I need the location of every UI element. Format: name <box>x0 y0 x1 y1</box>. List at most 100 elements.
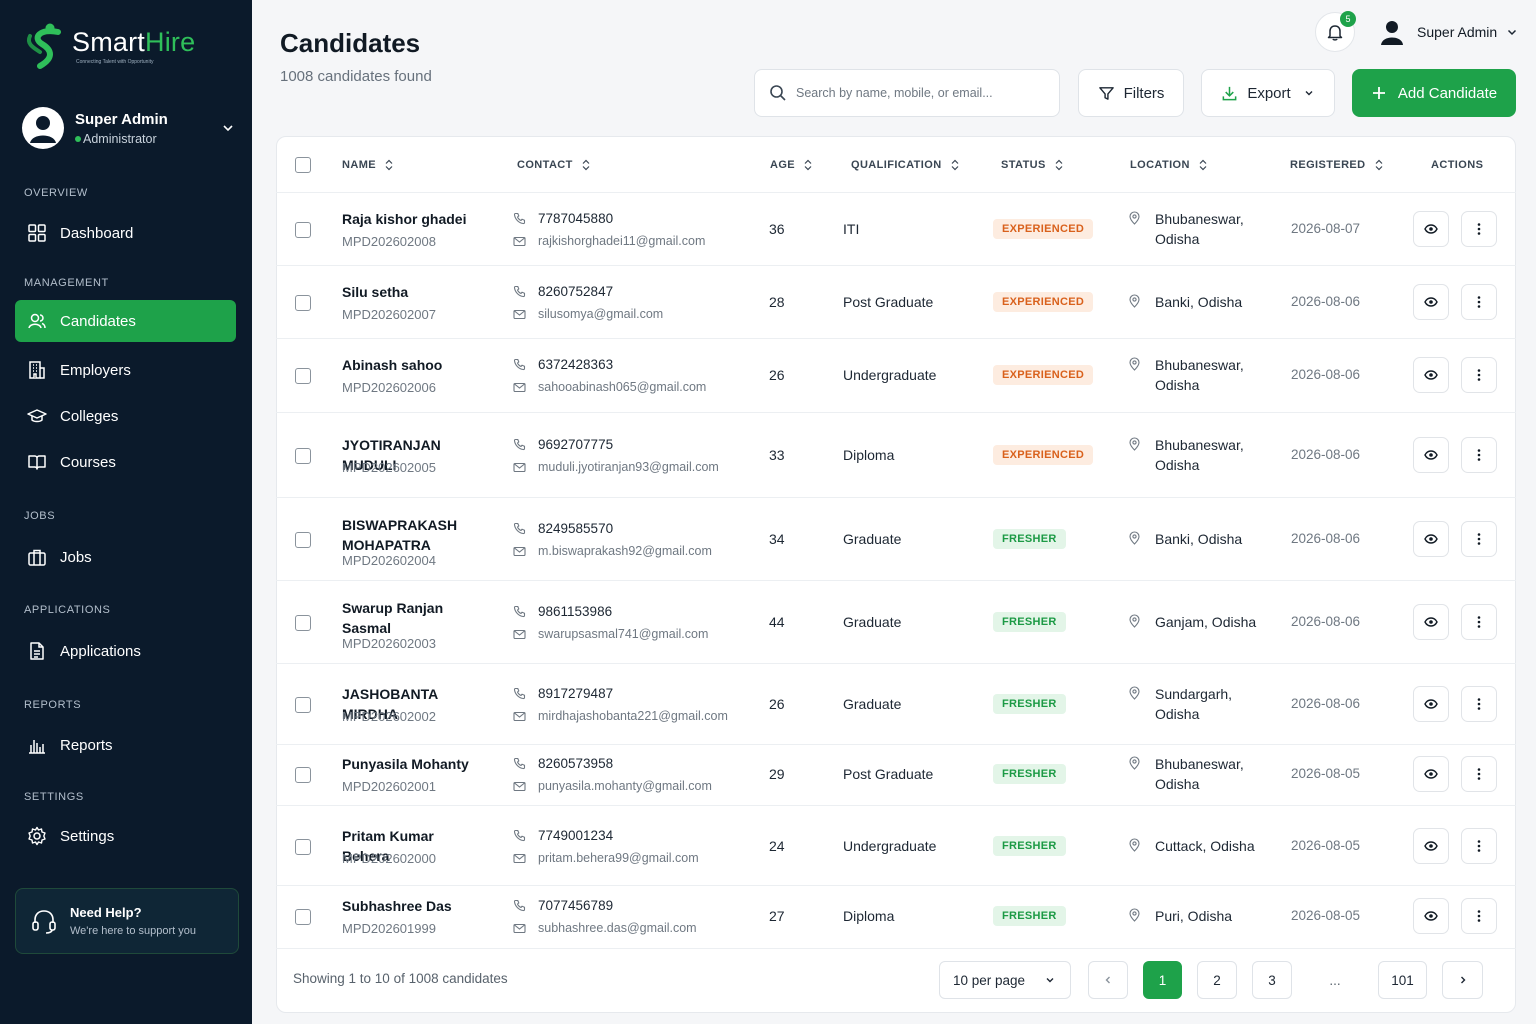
row-more-button[interactable] <box>1461 211 1497 247</box>
row-more-button[interactable] <box>1461 898 1497 934</box>
sidebar-item-settings[interactable]: Settings <box>15 815 236 857</box>
brand-logo[interactable]: SmartHire Connecting Talent with Opportu… <box>24 22 195 70</box>
candidate-email[interactable]: mirdhajashobanta221@gmail.com <box>513 709 728 723</box>
sidebar-item-dashboard[interactable]: Dashboard <box>15 212 236 254</box>
row-checkbox[interactable] <box>295 697 311 713</box>
sidebar-item-colleges[interactable]: Colleges <box>15 395 236 437</box>
column-header-age[interactable]: AGE <box>770 158 813 172</box>
candidate-name[interactable]: Silu setha <box>342 284 409 300</box>
candidate-email[interactable]: muduli.jyotiranjan93@gmail.com <box>513 460 719 474</box>
candidate-email[interactable]: silusomya@gmail.com <box>513 307 663 321</box>
candidate-name[interactable]: JYOTIRANJAN MUDULI <box>342 437 441 473</box>
row-more-button[interactable] <box>1461 521 1497 557</box>
candidate-name[interactable]: BISWAPRAKASH MOHAPATRA <box>342 517 458 553</box>
column-header-location[interactable]: LOCATION <box>1130 158 1208 172</box>
pagination-page-3[interactable]: 3 <box>1252 961 1292 999</box>
status-badge: EXPERIENCED <box>993 365 1094 385</box>
search-input[interactable] <box>796 86 1036 100</box>
search-box[interactable] <box>754 69 1060 117</box>
pagination-page-1[interactable]: 1 <box>1143 961 1182 999</box>
chevron-down-icon[interactable] <box>220 120 236 136</box>
map-pin-icon <box>1129 211 1140 225</box>
row-more-button[interactable] <box>1461 357 1497 393</box>
view-candidate-button[interactable] <box>1413 284 1449 320</box>
candidate-name[interactable]: JASHOBANTA MIRDHA <box>342 686 438 722</box>
candidate-name[interactable]: Swarup Ranjan Sasmal <box>342 600 444 636</box>
candidate-email[interactable]: rajkishorghadei11@gmail.com <box>513 234 705 248</box>
row-checkbox[interactable] <box>295 839 311 855</box>
candidate-name[interactable]: Pritam Kumar Behera <box>342 828 434 864</box>
view-candidate-button[interactable] <box>1413 521 1449 557</box>
map-pin-icon <box>1129 756 1140 770</box>
pagination-page-2[interactable]: 2 <box>1197 961 1237 999</box>
row-checkbox[interactable] <box>295 615 311 631</box>
eye-icon <box>1424 769 1438 779</box>
candidate-id: MPD202602004 <box>342 553 436 568</box>
column-header-status[interactable]: STATUS <box>1001 158 1064 172</box>
candidate-email[interactable]: punyasila.mohanty@gmail.com <box>513 779 712 793</box>
map-pin-icon <box>1129 838 1140 852</box>
view-candidate-button[interactable] <box>1413 756 1449 792</box>
sidebar-item-reports[interactable]: Reports <box>15 724 236 766</box>
notifications-button[interactable]: 5 <box>1315 11 1356 52</box>
view-candidate-button[interactable] <box>1413 898 1449 934</box>
candidate-email[interactable]: pritam.behera99@gmail.com <box>513 851 699 865</box>
row-more-button[interactable] <box>1461 686 1497 722</box>
sidebar-user-card[interactable]: Super Admin Administrator <box>22 104 236 152</box>
sort-icon <box>951 159 958 171</box>
select-all-checkbox[interactable] <box>295 157 311 173</box>
view-candidate-button[interactable] <box>1413 211 1449 247</box>
view-candidate-button[interactable] <box>1413 437 1449 473</box>
help-subtitle: We're here to support you <box>70 925 197 937</box>
user-menu[interactable]: Super Admin <box>1378 16 1519 48</box>
sidebar-item-applications[interactable]: Applications <box>15 630 236 672</box>
row-more-button[interactable] <box>1461 437 1497 473</box>
sidebar-item-candidates[interactable]: Candidates <box>15 300 236 342</box>
column-header-contact[interactable]: CONTACT <box>517 158 591 172</box>
candidate-email[interactable]: swarupsasmal741@gmail.com <box>513 627 708 641</box>
candidate-name[interactable]: Punyasila Mohanty <box>342 756 469 772</box>
help-card[interactable]: Need Help? We're here to support you <box>15 888 239 954</box>
row-more-button[interactable] <box>1461 756 1497 792</box>
column-header-qualification[interactable]: QUALIFICATION <box>851 158 960 172</box>
pagination-page-last[interactable]: 101 <box>1378 961 1427 999</box>
per-page-select[interactable]: 10 per page <box>939 961 1071 999</box>
candidate-location: Banki, Odisha <box>1128 529 1258 549</box>
candidate-email[interactable]: sahooabinash065@gmail.com <box>513 380 706 394</box>
row-checkbox[interactable] <box>295 448 311 464</box>
filters-button[interactable]: Filters <box>1078 69 1184 117</box>
pagination-prev-button[interactable] <box>1088 961 1128 999</box>
sidebar-item-employers[interactable]: Employers <box>15 349 236 391</box>
candidate-id: MPD202602007 <box>342 307 436 322</box>
candidate-name[interactable]: Raja kishor ghadei <box>342 211 467 227</box>
view-candidate-button[interactable] <box>1413 686 1449 722</box>
candidate-location: Bhubaneswar, Odisha <box>1128 435 1258 475</box>
row-checkbox[interactable] <box>295 368 311 384</box>
row-checkbox[interactable] <box>295 222 311 238</box>
sidebar-item-courses[interactable]: Courses <box>15 441 236 483</box>
candidate-phone: 6372428363 <box>513 357 613 372</box>
row-checkbox[interactable] <box>295 295 311 311</box>
view-candidate-button[interactable] <box>1413 357 1449 393</box>
add-candidate-button[interactable]: Add Candidate <box>1352 69 1516 117</box>
candidate-name[interactable]: Subhashree Das <box>342 898 452 914</box>
row-checkbox[interactable] <box>295 532 311 548</box>
pagination-next-button[interactable] <box>1442 961 1483 999</box>
export-button[interactable]: Export <box>1201 69 1335 117</box>
row-more-button[interactable] <box>1461 828 1497 864</box>
row-checkbox[interactable] <box>295 909 311 925</box>
candidate-name[interactable]: Abinash sahoo <box>342 357 443 373</box>
row-checkbox[interactable] <box>295 767 311 783</box>
candidate-registered-date: 2026-08-05 <box>1291 838 1361 853</box>
user-icon <box>1381 21 1403 45</box>
eye-icon <box>1424 617 1438 627</box>
view-candidate-button[interactable] <box>1413 604 1449 640</box>
column-header-registered[interactable]: REGISTERED <box>1290 158 1384 172</box>
view-candidate-button[interactable] <box>1413 828 1449 864</box>
row-more-button[interactable] <box>1461 284 1497 320</box>
row-more-button[interactable] <box>1461 604 1497 640</box>
candidate-email[interactable]: m.biswaprakash92@gmail.com <box>513 544 712 558</box>
sidebar-item-jobs[interactable]: Jobs <box>15 536 236 578</box>
candidate-email[interactable]: subhashree.das@gmail.com <box>513 921 697 935</box>
column-header-name[interactable]: NAME <box>342 158 394 172</box>
